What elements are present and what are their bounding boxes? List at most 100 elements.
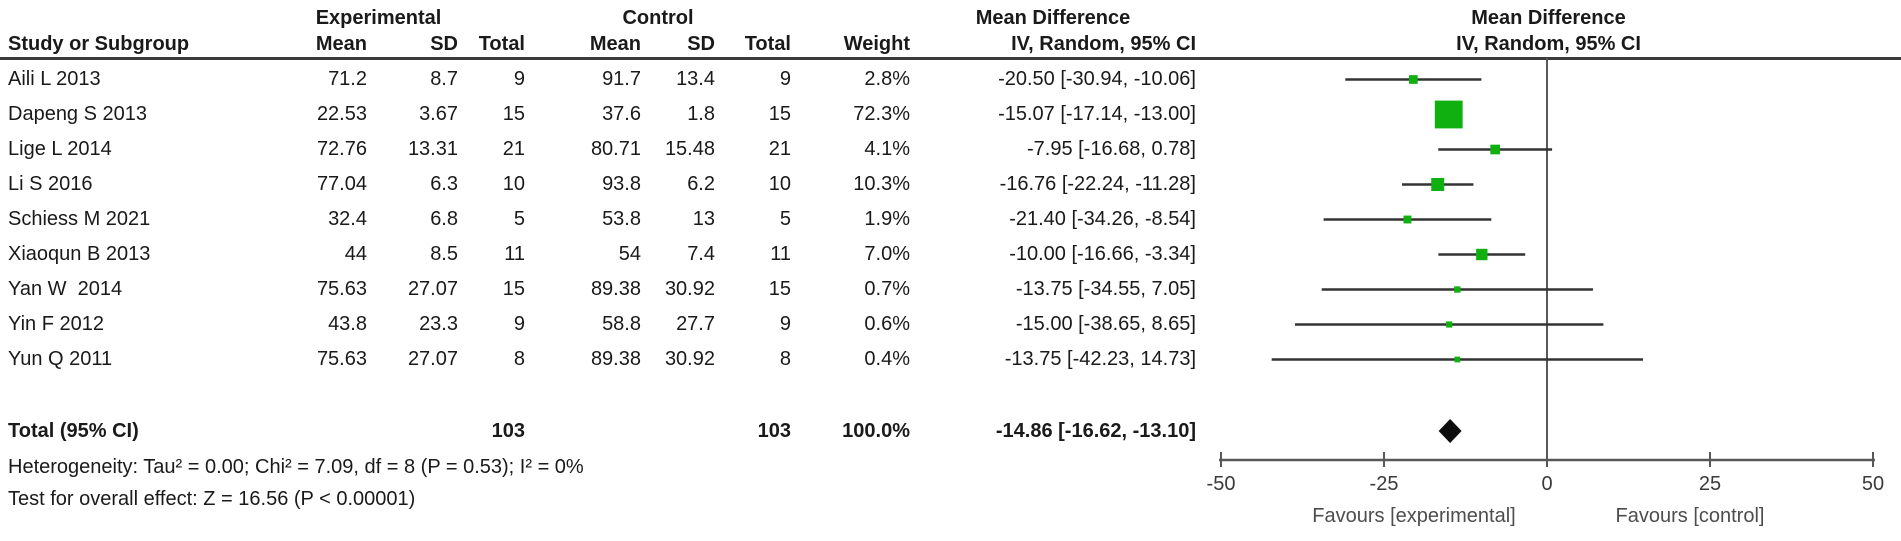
col-header-ci: IV, Random, 95% CI	[1011, 33, 1196, 55]
exp-sd: 6.8	[430, 208, 458, 230]
exp-total: 21	[502, 138, 525, 160]
study-weight: 4.1%	[864, 138, 910, 160]
effect-marker	[1408, 75, 1418, 84]
study-ci-label: -13.75 [-42.23, 14.73]	[1004, 348, 1196, 370]
exp-mean: 43.8	[328, 313, 367, 335]
exp-mean: 77.04	[316, 173, 367, 195]
exp-sd: 3.67	[419, 103, 458, 125]
study-weight: 0.7%	[864, 278, 910, 300]
ctl-mean: 89.38	[590, 278, 641, 300]
table-row: Lige L 2014 72.76 13.31 21 80.71 15.48 2…	[0, 132, 1196, 167]
ctl-total: 15	[768, 103, 791, 125]
tick-label: 0	[1541, 473, 1552, 495]
forest-plot-canvas: -50 -25 0 25 50 Favours [experimental] Favours…	[1207, 58, 1884, 527]
study-name: Yin F 2012	[8, 313, 104, 335]
effect-marker	[1431, 178, 1445, 191]
table-row: Schiess M 2021 32.4 6.8 5 53.8 13 5 1.9%…	[0, 202, 1196, 237]
total-exp-mean	[232, 417, 367, 445]
exp-total: 9	[513, 68, 525, 90]
experimental-group-header: Experimental	[315, 7, 442, 29]
study-weight: 7.0%	[864, 243, 910, 265]
study-name: Dapeng S 2013	[8, 103, 148, 125]
effect-marker	[1403, 215, 1412, 224]
effect-marker	[1446, 321, 1453, 328]
ctl-total: 21	[768, 138, 791, 160]
study-name: Aili L 2013	[8, 68, 101, 90]
total-ci-label: -14.86 [-16.62, -13.10]	[995, 420, 1196, 442]
col-header-weight: Weight	[843, 33, 910, 55]
mean-difference-header-left: Mean Difference	[975, 7, 1131, 29]
total-diamond	[1438, 419, 1462, 443]
study-weight: 0.4%	[864, 348, 910, 370]
total-ctl-mean	[525, 417, 641, 445]
study-ci-label: -20.50 [-30.94, -10.06]	[998, 68, 1196, 90]
study-weight: 2.8%	[864, 68, 910, 90]
exp-sd: 27.07	[407, 348, 458, 370]
exp-mean: 75.63	[316, 348, 367, 370]
ctl-mean: 54	[618, 243, 641, 265]
table-row: Yun Q 2011 75.63 27.07 8 89.38 30.92 8 0…	[0, 342, 1196, 377]
col-header-ctl-total: Total	[744, 33, 791, 55]
table-row: Xiaoqun B 2013 44 8.5 11 54 7.4 11 7.0% …	[0, 237, 1196, 272]
favours-right-label: Favours [control]	[1616, 505, 1765, 527]
study-name: Yan W 2014	[8, 278, 123, 300]
ctl-sd: 15.48	[664, 138, 715, 160]
study-name: Yun Q 2011	[8, 348, 113, 370]
ctl-sd: 27.7	[676, 313, 715, 335]
total-weight: 100.0%	[842, 420, 910, 442]
col-header-exp-total: Total	[478, 33, 525, 55]
exp-sd: 6.3	[430, 173, 458, 195]
ctl-mean: 91.7	[602, 68, 641, 90]
exp-mean: 32.4	[328, 208, 367, 230]
total-exp-sd	[367, 417, 458, 445]
exp-mean: 44	[344, 243, 367, 265]
study-name: Xiaoqun B 2013	[8, 243, 151, 265]
table-row: Yan W 2014 75.63 27.07 15 89.38 30.92 15…	[0, 272, 1196, 307]
total-label: Total (95% CI)	[8, 420, 139, 442]
ctl-sd: 30.92	[664, 278, 715, 300]
exp-sd: 8.5	[430, 243, 458, 265]
ctl-sd: 1.8	[687, 103, 715, 125]
study-weight: 0.6%	[864, 313, 910, 335]
ctl-sd: 13	[692, 208, 715, 230]
exp-total: 10	[502, 173, 525, 195]
ctl-total: 8	[779, 348, 791, 370]
header-rule	[0, 57, 1901, 60]
study-ci-label: -7.95 [-16.68, 0.78]	[1026, 138, 1196, 160]
ctl-mean: 58.8	[602, 313, 641, 335]
ctl-mean: 89.38	[590, 348, 641, 370]
ctl-total: 9	[779, 313, 791, 335]
exp-mean: 75.63	[316, 278, 367, 300]
table-row: Aili L 2013 71.2 8.7 9 91.7 13.4 9 2.8% …	[0, 62, 1196, 97]
study-weight: 1.9%	[864, 208, 910, 230]
tick-label: -50	[1207, 473, 1236, 495]
study-name: Li S 2016	[8, 173, 93, 195]
study-name: Schiess M 2021	[8, 208, 151, 230]
col-header-ctl-mean: Mean	[589, 33, 641, 55]
study-ci-label: -15.07 [-17.14, -13.00]	[998, 103, 1196, 125]
ctl-sd: 6.2	[687, 173, 715, 195]
exp-total: 15	[502, 278, 525, 300]
total-ctl-total: 103	[757, 420, 791, 442]
ctl-sd: 13.4	[676, 68, 715, 90]
effect-marker	[1434, 100, 1463, 129]
total-ctl-sd	[641, 417, 715, 445]
control-group-header: Control	[622, 7, 694, 29]
col-header-exp-sd: SD	[430, 33, 458, 55]
total-exp-total: 103	[491, 420, 525, 442]
table-row: Yin F 2012 43.8 23.3 9 58.8 27.7 9 0.6% …	[0, 307, 1196, 342]
tick-label: 50	[1862, 473, 1884, 495]
ctl-mean: 37.6	[602, 103, 641, 125]
exp-mean: 22.53	[316, 103, 367, 125]
effect-marker	[1454, 286, 1461, 293]
exp-total: 11	[504, 243, 525, 265]
favours-left-label: Favours [experimental]	[1312, 505, 1515, 527]
study-weight: 72.3%	[853, 103, 910, 125]
exp-total: 9	[513, 313, 525, 335]
exp-mean: 72.76	[316, 138, 367, 160]
ctl-sd: 30.92	[664, 348, 715, 370]
ctl-total: 5	[779, 208, 791, 230]
column-header-row: Study or Subgroup Mean SD Total Mean SD …	[0, 30, 1196, 58]
col-header-ctl-sd: SD	[687, 33, 715, 55]
